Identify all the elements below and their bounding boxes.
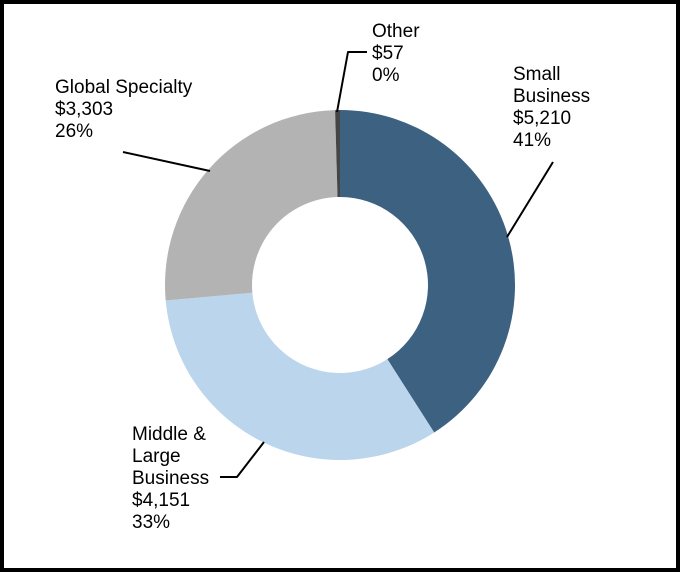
callout-middle-large-business-line: 33% <box>132 512 171 533</box>
donut-slice-middle-large-business <box>165 292 435 461</box>
callout-middle-large-business: Middle & Large Business $4,151 33% <box>132 424 209 534</box>
callout-small-business-line: $5,210 <box>513 108 572 129</box>
callout-global-specialty: Global Specialty $3,303 26% <box>55 77 192 143</box>
donut-slice-small-business <box>340 110 516 433</box>
callout-middle-large-business-line: $4,151 <box>132 490 191 511</box>
callout-middle-large-business-line: Large <box>132 446 181 467</box>
callout-other-line: 0% <box>372 65 400 86</box>
callout-global-specialty-line: 26% <box>55 121 94 142</box>
callout-small-business: Small Business $5,210 41% <box>513 64 590 152</box>
callout-middle-large-business-line: Business <box>132 468 210 489</box>
callout-middle-large-business-line: Middle & <box>132 424 206 445</box>
callout-small-business-line: 41% <box>513 130 552 151</box>
leader-middle-large-business <box>220 441 265 478</box>
leader-other <box>336 51 367 113</box>
donut-slice-other <box>335 110 340 198</box>
donut-slices <box>165 110 516 461</box>
callout-other-line: Other <box>372 21 420 42</box>
callout-global-specialty-line: $3,303 <box>55 99 114 120</box>
callout-global-specialty-line: Global Specialty <box>55 77 193 98</box>
callout-small-business-line: Business <box>513 86 591 107</box>
leader-lines <box>122 51 554 478</box>
callout-small-business-line: Small <box>513 64 561 85</box>
leader-global-specialty <box>122 151 211 172</box>
donut-slice-global-specialty <box>165 110 338 301</box>
donut-chart <box>122 51 554 478</box>
callout-other: Other $57 0% <box>372 21 420 87</box>
leader-small-business <box>506 161 554 238</box>
callout-other-line: $57 <box>372 43 404 64</box>
